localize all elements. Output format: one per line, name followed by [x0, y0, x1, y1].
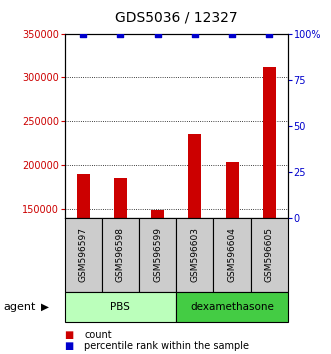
Bar: [188, 135, 201, 341]
Bar: [176, 218, 213, 292]
Point: [155, 31, 160, 36]
Point: [80, 31, 86, 36]
Text: GSM596605: GSM596605: [265, 227, 274, 282]
Bar: [251, 218, 288, 292]
Text: GSM596599: GSM596599: [153, 227, 162, 282]
Bar: [213, 218, 251, 292]
Text: GSM596597: GSM596597: [79, 227, 88, 282]
Bar: [102, 218, 139, 292]
Point: [229, 31, 235, 36]
Bar: [114, 178, 127, 341]
Point: [192, 31, 198, 36]
Point: [118, 31, 123, 36]
Point: [267, 31, 272, 36]
Text: PBS: PBS: [111, 302, 130, 312]
Text: GSM596604: GSM596604: [228, 227, 237, 282]
Text: count: count: [84, 330, 112, 339]
Text: GDS5036 / 12327: GDS5036 / 12327: [115, 11, 238, 25]
Text: percentile rank within the sample: percentile rank within the sample: [84, 341, 249, 351]
Bar: [65, 218, 102, 292]
Text: GSM596603: GSM596603: [190, 227, 199, 282]
Text: dexamethasone: dexamethasone: [190, 302, 274, 312]
Bar: [151, 210, 164, 341]
Text: ■: ■: [65, 330, 74, 339]
Bar: [176, 292, 288, 322]
Bar: [65, 292, 176, 322]
Bar: [139, 218, 176, 292]
Text: GSM596598: GSM596598: [116, 227, 125, 282]
Text: ▶: ▶: [41, 302, 49, 312]
Bar: [226, 162, 239, 341]
Text: agent: agent: [3, 302, 36, 312]
Bar: [263, 67, 276, 341]
Text: ■: ■: [65, 341, 74, 351]
Bar: [77, 174, 90, 341]
